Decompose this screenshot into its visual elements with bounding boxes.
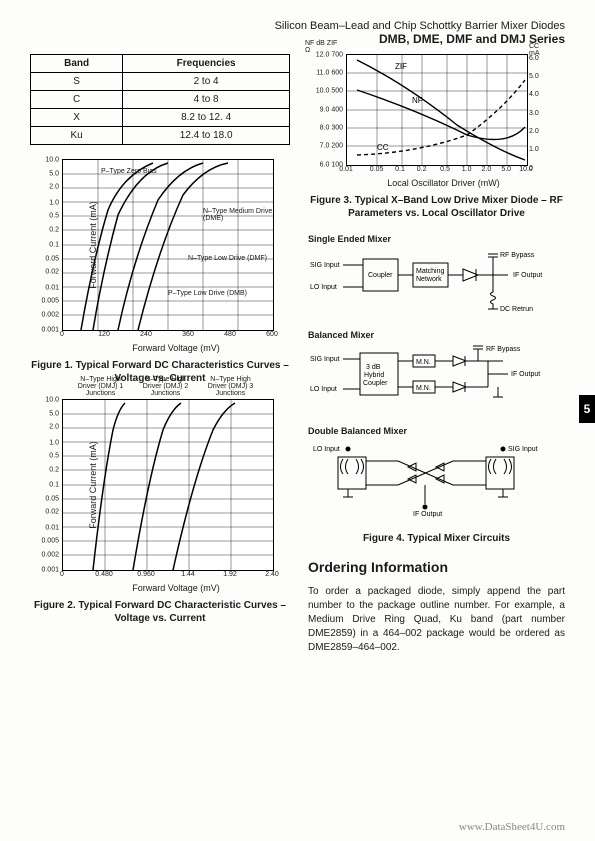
chart-annotation: P–Type Low Drive (DMB) <box>168 290 247 297</box>
figure2-caption: Figure 2. Typical Forward DC Characteris… <box>30 599 290 625</box>
svg-text:Coupler: Coupler <box>368 272 393 279</box>
page-side-tab: 5 <box>579 395 595 423</box>
page-header: Silicon Beam–Lead and Chip Schottky Barr… <box>30 20 565 46</box>
chart-annotation: N–Type High Driver (DMJ) 3 Junctions <box>203 376 258 397</box>
svg-text:M.N.: M.N. <box>416 385 431 392</box>
svg-text:RF Bypass: RF Bypass <box>500 252 535 259</box>
svg-text:SIG Input: SIG Input <box>310 356 340 363</box>
x-axis-label: Forward Voltage (mV) <box>62 583 290 593</box>
svg-text:IF Output: IF Output <box>511 371 540 378</box>
header-title: DMB, DME, DMF and DMJ Series <box>30 32 565 46</box>
chart-annotation: N–Type Low Drive (DMF) <box>188 255 267 262</box>
ordering-heading: Ordering Information <box>308 559 565 575</box>
ordering-body: To order a packaged diode, simply append… <box>308 585 565 655</box>
y-ticks-right: CC mA 6.0 5.0 4.0 3.0 2.0 1.0 0 <box>529 55 551 165</box>
svg-text:Network: Network <box>416 276 442 283</box>
y-axis-label: Forward Current (mA) <box>88 201 98 289</box>
svg-text:IF Output: IF Output <box>413 511 442 518</box>
figure3-chart: ZIF NF CC NF dB ZIF Ω 12.0 700 11.0 600 … <box>346 54 528 166</box>
x-axis-label: Local Oscillator Driver (mW) <box>346 178 541 188</box>
table-row: S2 to 4 <box>31 73 290 91</box>
table-header: Frequencies <box>123 55 290 73</box>
table-row: Band Frequencies <box>31 55 290 73</box>
series-label: CC <box>377 143 389 152</box>
ordering-section: Ordering Information To order a packaged… <box>308 559 565 655</box>
watermark: www.DataSheet4U.com <box>459 821 565 833</box>
svg-text:DC Retrun: DC Retrun <box>500 306 533 313</box>
chart-annotation: N–Type Medium Drive (DME) <box>203 208 273 222</box>
svg-text:RF Bypass: RF Bypass <box>486 346 521 353</box>
x-ticks: 0.010.05 0.10.2 0.51.0 2.05.0 10.0 <box>346 166 526 176</box>
chart-annotation: N–Type High Driver (DMJ) 1 Junctions <box>73 376 128 397</box>
svg-text:Coupler: Coupler <box>363 380 388 387</box>
table-header: Band <box>31 55 123 73</box>
y-axis-label: Forward Current (mA) <box>88 441 98 529</box>
y-ticks-left: NF dB ZIF Ω 12.0 700 11.0 600 10.0 500 9… <box>305 55 345 165</box>
series-label: NF <box>412 96 423 105</box>
svg-text:Hybrid: Hybrid <box>364 372 384 379</box>
series-label: ZIF <box>395 62 407 71</box>
table-row: C4 to 8 <box>31 91 290 109</box>
svg-text:LO Input: LO Input <box>313 446 340 453</box>
chart-annotation: P–Type Zero Bias <box>101 168 157 175</box>
double-balanced-mixer-diagram: Double Balanced Mixer LO Input SIG Input <box>308 426 565 522</box>
table-row: Ku12.4 to 18.0 <box>31 127 290 145</box>
svg-text:LO Input: LO Input <box>310 386 337 393</box>
label: LO Input <box>310 284 337 291</box>
single-ended-mixer-diagram: Single Ended Mixer SIG Input LO Input Co… <box>308 234 565 320</box>
svg-text:SIG Input: SIG Input <box>508 446 538 453</box>
y-ticks: 10.05.0 2.01.0 0.50.2 0.10.05 0.020.01 0… <box>33 400 61 570</box>
header-subtitle: Silicon Beam–Lead and Chip Schottky Barr… <box>30 20 565 32</box>
svg-text:Matching: Matching <box>416 268 445 275</box>
y-ticks: 10.05.0 2.01.0 0.50.2 0.10.05 0.020.01 0… <box>33 160 61 330</box>
band-frequency-table: Band Frequencies S2 to 4 C4 to 8 X8.2 to… <box>30 54 290 145</box>
x-axis-label: Forward Voltage (mV) <box>62 343 290 353</box>
svg-text:M.N.: M.N. <box>416 359 431 366</box>
figure4-caption: Figure 4. Typical Mixer Circuits <box>308 532 565 545</box>
table-row: X8.2 to 12. 4 <box>31 109 290 127</box>
chart-annotation: N–Type High Driver (DMJ) 2 Junctions <box>138 376 193 397</box>
figure2-chart: N–Type High Driver (DMJ) 1 Junctions N–T… <box>62 399 274 571</box>
balanced-mixer-diagram: Balanced Mixer SIG Input LO Input 3 dBHy… <box>308 330 565 416</box>
x-ticks: 0120 240360 480600 <box>62 331 272 341</box>
svg-text:IF Output: IF Output <box>513 272 542 279</box>
figure1-chart: P–Type Zero Bias N–Type Medium Drive (DM… <box>62 159 274 331</box>
svg-text:3 dB: 3 dB <box>366 364 381 371</box>
x-ticks: 00.480 0.9601.44 1.922.40 <box>62 571 272 581</box>
figure3-caption: Figure 3. Typical X–Band Low Drive Mixer… <box>308 194 565 220</box>
label: SIG Input <box>310 262 340 269</box>
